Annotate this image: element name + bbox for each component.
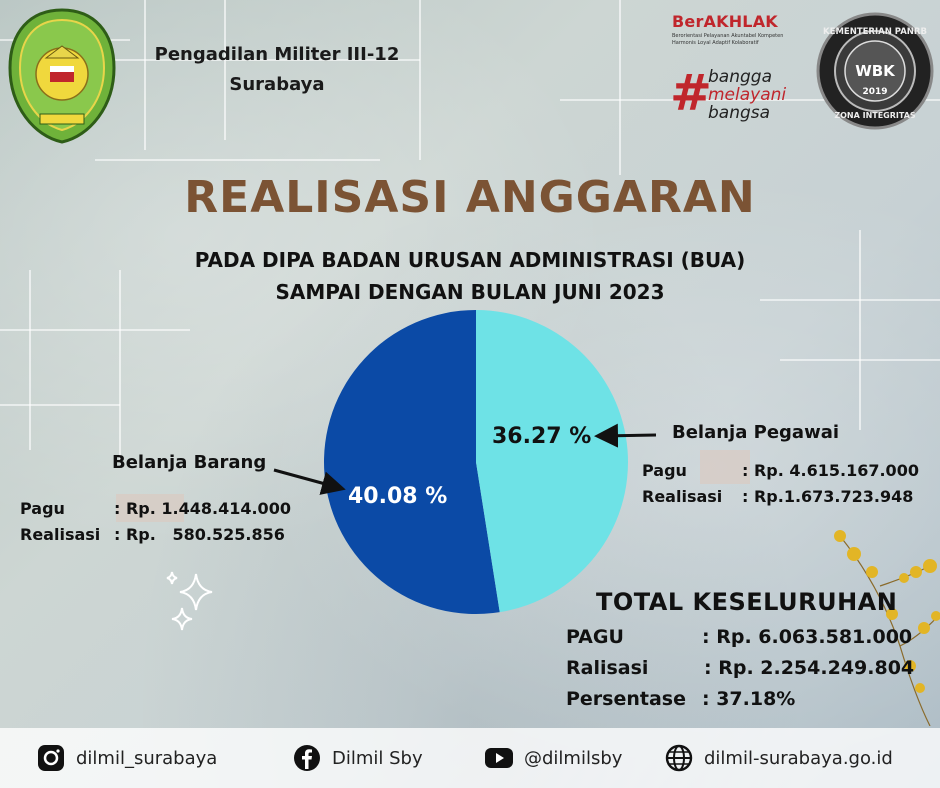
arrow-belanja-pegawai [594,423,657,448]
court-name-line1: Pengadilan Militer III-12 [154,44,400,65]
berakhlak-logo: BerAKHLAK Berorientasi Pelayanan Akuntab… [672,12,802,47]
belanja-barang-details: Pagu : Rp. 1.448.414.000 Realisasi : Rp. 5… [20,496,291,548]
belanja-barang-realisasi-label: Realisasi [20,525,101,544]
belanja-barang-pagu-label: Pagu [20,499,65,518]
footer-website[interactable]: dilmil-surabaya.go.id [664,728,893,788]
court-emblem [6,6,118,146]
total-pagu-label: PAGU [566,626,624,648]
page-subtitle: PADA DIPA BADAN URUSAN ADMINISTRASI (BUA… [0,244,940,308]
footer-youtube-text: @dilmilsby [524,747,623,769]
sparkle-icon [166,571,213,631]
badge-mid-text: WBK [855,62,896,80]
badge-top-text: KEMENTERIAN PANRB [823,27,927,37]
badge-year-text: 2019 [862,87,887,97]
bangga-melayani-bangsa-logo: # bangga melayani bangsa [670,66,800,124]
facebook-icon [294,745,320,771]
belanja-pegawai-pagu-value: : Rp. 4.615.167.000 [742,461,919,480]
footer-facebook-text: Dilmil Sby [332,747,423,769]
berakhlak-brand: BerAKHLAK [672,12,778,31]
total-persentase-label: Persentase [566,688,687,710]
total-details: PAGU : Rp. 6.063.581.000 Ralisasi : Rp. 2.… [566,622,914,715]
callout-arrows [273,423,657,495]
badge-bottom-text: ZONA INTEGRITAS [834,111,916,120]
budget-pie-chart [324,310,629,614]
belanja-barang-title: Belanja Barang [112,452,267,473]
belanja-pegawai-title: Belanja Pegawai [672,422,840,443]
belanja-barang-realisasi-value: : Rp. 580.525.856 [114,525,285,544]
belanja-barang-pagu-value: : Rp. 1.448.414.000 [114,499,291,518]
pie-label-belanja-pegawai: 36.27 % [492,424,592,449]
pie-label-belanja-barang: 40.08 % [348,484,448,509]
footer-instagram[interactable]: dilmil_surabaya [36,728,217,788]
total-pagu-value: : Rp. 6.063.581.000 [702,626,913,648]
youtube-icon [485,748,513,768]
total-title: TOTAL KESELURUHAN [596,588,898,616]
wbk-badge: KEMENTERIAN PANRB WBK 2019 ZONA INTEGRIT… [816,12,934,130]
pie-slice-belanja-barang [324,310,500,614]
total-realisasi-value: : Rp. 2.254.249.804 [704,657,915,679]
subtitle-line1: PADA DIPA BADAN URUSAN ADMINISTRASI (BUA… [194,248,746,272]
court-name-line2: Surabaya [229,74,325,95]
hashtag-word-1: bangga [708,67,772,87]
hashtag-icon: # [670,64,712,122]
hashtag-word-2: melayani [708,85,787,105]
footer-website-text: dilmil-surabaya.go.id [704,747,893,769]
total-realisasi-label: Ralisasi [566,657,649,679]
instagram-icon [38,745,64,771]
footer-instagram-text: dilmil_surabaya [76,747,218,769]
footer-bar: dilmil_surabaya Dilmil Sby @dilmilsby di… [0,728,940,788]
smudge-left [116,494,184,522]
arrow-belanja-barang [273,468,346,495]
berakhlak-tagline: Berorientasi Pelayanan Akuntabel Kompete… [672,33,784,46]
footer-youtube[interactable]: @dilmilsby [484,728,622,788]
globe-icon [665,744,693,772]
total-persentase-value: : 37.18% [702,688,796,710]
flower-decoration [834,530,940,726]
smudge-right [700,450,750,484]
hashtag-word-3: bangsa [708,103,771,123]
belanja-pegawai-pagu-label: Pagu [642,461,687,480]
belanja-pegawai-details: Pagu : Rp. 4.615.167.000 Realisasi : Rp.1.… [642,458,919,510]
court-name: Pengadilan Militer III-12 Surabaya [132,40,422,100]
belanja-pegawai-realisasi-value: : Rp.1.673.723.948 [742,487,914,506]
belanja-pegawai-realisasi-label: Realisasi [642,487,723,506]
subtitle-line2: SAMPAI DENGAN BULAN JUNI 2023 [275,280,665,304]
page-title: REALISASI ANGGARAN [184,172,756,223]
footer-facebook[interactable]: Dilmil Sby [292,728,423,788]
pie-slice-belanja-pegawai [476,310,629,613]
